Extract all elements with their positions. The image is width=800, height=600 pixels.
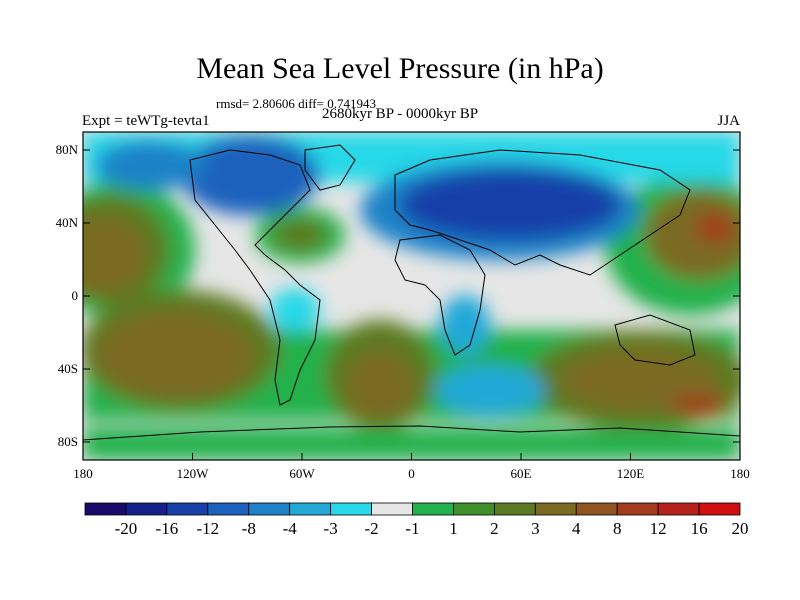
io-high-core [560,348,720,412]
colorbar-swatch [125,502,168,516]
x-tick-label: 180 [730,466,750,481]
y-tick-marks [83,149,740,443]
colorbar-swatch [616,502,659,516]
colorbar-swatch [412,502,454,516]
y-tick-label: 80N [55,142,78,157]
y-tick-label: 80S [57,434,78,449]
colorbar-label: -20 [114,519,138,538]
colorbar-label: 12 [649,519,667,538]
x-tick-label: 60E [510,466,532,481]
colorbar [84,502,741,516]
io-high-peak [670,395,730,415]
colorbar-swatch [289,502,332,516]
colorbar-label: -16 [155,519,179,538]
australia-outline [614,314,696,366]
colorbar-label: -3 [323,519,338,538]
colorbar-swatch [657,502,700,516]
nwp-high-core [645,190,740,280]
colorbar-label: 2 [490,519,499,538]
americas-outline [189,149,321,406]
samerica-low [270,288,320,332]
x-tick-label: 0 [408,466,415,481]
southern-ocean-low [435,365,545,415]
eurasia-low-core [400,170,620,240]
colorbar-swatch [371,502,413,516]
colorbar-label: 4 [572,519,581,538]
experiment-label: Expt = teWTg-tevta1 [82,113,210,129]
colorbar-swatch [248,502,291,516]
greenland-low [180,135,320,215]
na-high-core [272,219,328,251]
colorbar-swatch [493,502,536,516]
colorbar-label: -12 [196,519,220,538]
x-tick-marks [82,453,741,460]
bering-low [95,140,205,190]
antarctica-outline [83,425,740,441]
colorbar-label: 16 [690,519,708,538]
colorbar-label: -1 [405,519,420,538]
africa-outline [394,234,486,356]
coastlines [83,144,740,441]
colorbar-label: -4 [282,519,297,538]
x-tick-label: 120W [176,466,209,481]
colorbar-swatch [84,502,127,516]
field-layer [83,132,740,460]
y-tick-label: 0 [71,288,79,303]
colorbar-swatch [207,502,250,516]
safrica-low [440,295,490,355]
stats-text: rmsd= 2.80606 diff= 0.741943 [216,96,376,111]
colorbar-swatch [575,502,618,516]
np-high-core [83,215,147,295]
x-tick-label: 60W [289,466,315,481]
colorbar-swatch [453,502,495,516]
nwp-high-peak [695,214,735,242]
colorbar-label: 20 [731,519,749,538]
x-tick-label: 120E [616,466,645,481]
colorbar-swatch [330,502,372,516]
x-tick-label: 180 [73,466,93,481]
y-tick-label: 40S [57,361,78,376]
sa-high-core [345,350,415,420]
colorbar-swatch [166,502,209,516]
map-title: Mean Sea Level Pressure (in hPa) [196,52,604,85]
colorbar-swatch [698,502,741,516]
colorbar-label: -8 [241,519,256,538]
y-tick-label: 40N [55,215,78,230]
colorbar-label: 8 [612,519,622,538]
season-label: JJA [717,113,740,129]
sp-high-core [95,310,255,400]
colorbar-swatch [534,502,577,516]
map-subtitle: 2680kyr BP - 0000kyr BP [321,106,479,122]
colorbar-label: 3 [531,519,540,538]
colorbar-label: 1 [449,519,458,538]
greenland-outline [304,144,356,191]
eurasia-outline [394,149,691,276]
colorbar-label: -2 [364,519,379,538]
